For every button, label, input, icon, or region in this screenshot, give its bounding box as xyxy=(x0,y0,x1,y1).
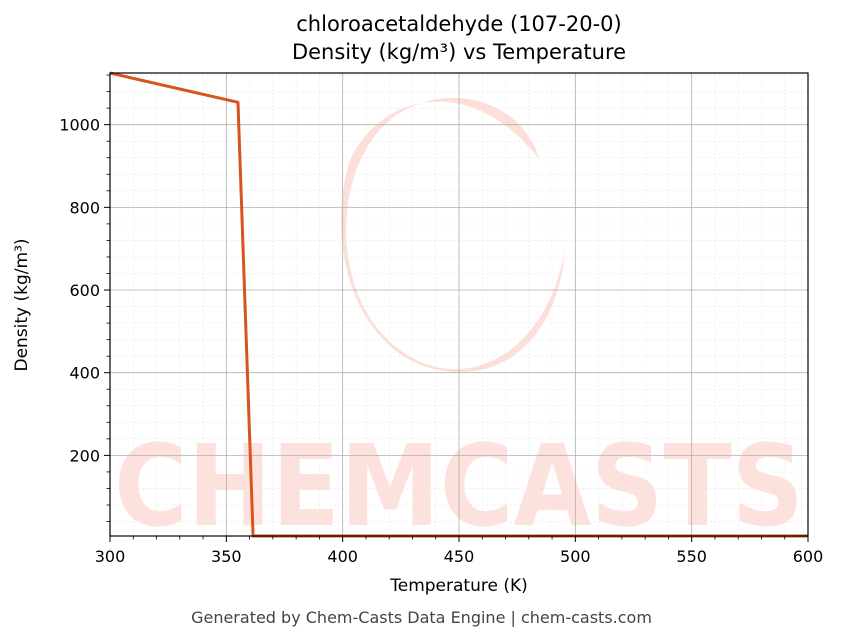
y-tick-label: 200 xyxy=(69,446,100,465)
chart-title-line1: chloroacetaldehyde (107-20-0) xyxy=(296,12,622,36)
x-axis-label: Temperature (K) xyxy=(390,576,528,596)
y-tick-label: 800 xyxy=(69,198,100,217)
x-tick-label: 550 xyxy=(676,547,707,566)
x-axis-ticks: 300 350 400 450 500 550 600 xyxy=(95,536,824,566)
x-tick-label: 350 xyxy=(211,547,242,566)
y-axis-ticks: 200 400 600 800 1000 xyxy=(59,74,110,522)
x-tick-label: 400 xyxy=(327,547,358,566)
y-tick-label: 1000 xyxy=(59,116,100,135)
y-axis-label: Density (kg/m³) xyxy=(12,238,32,372)
x-tick-label: 600 xyxy=(793,547,824,566)
x-tick-label: 450 xyxy=(444,547,475,566)
watermark-swirl xyxy=(341,97,565,373)
major-grid xyxy=(110,73,808,536)
footer-credit: Generated by Chem-Casts Data Engine | ch… xyxy=(191,608,652,627)
x-tick-label: 300 xyxy=(95,547,126,566)
y-tick-label: 600 xyxy=(69,281,100,300)
x-tick-label: 500 xyxy=(560,547,591,566)
y-tick-label: 400 xyxy=(69,364,100,383)
chart-title-line2: Density (kg/m³) vs Temperature xyxy=(291,40,627,64)
